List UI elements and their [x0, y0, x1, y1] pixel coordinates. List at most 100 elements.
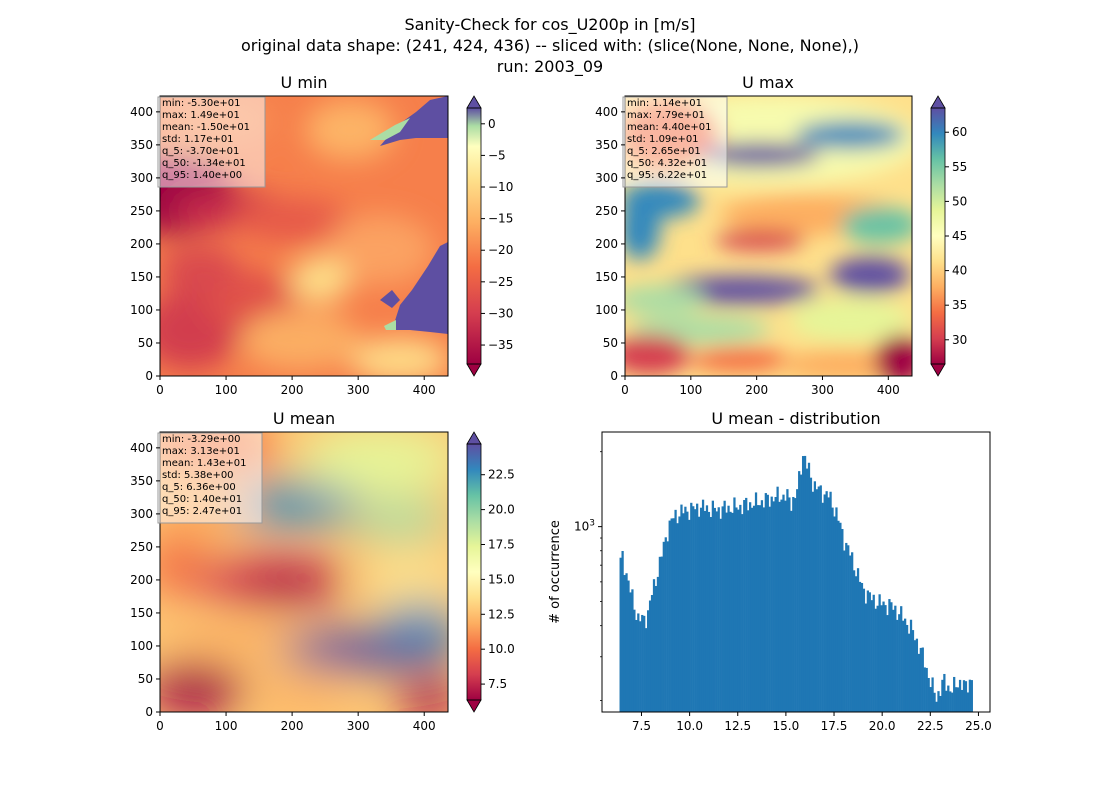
histogram-bar	[645, 628, 648, 712]
histogram-bar	[766, 494, 769, 712]
histogram-bar	[953, 676, 956, 712]
histogram-bar	[796, 489, 799, 712]
histogram-bar	[827, 497, 830, 712]
histogram-bar	[931, 677, 934, 712]
panel-u-mean-distribution: U mean - distribution 7.5 10.0 12.5 15.0 17.…	[548, 409, 992, 733]
panel-u-max: U max	[595, 73, 967, 397]
x-tick-label: 0	[156, 719, 164, 733]
histogram-bar	[715, 511, 718, 712]
histogram-bar	[911, 630, 915, 712]
histogram-bar	[713, 507, 716, 712]
histogram-bar	[694, 509, 697, 712]
x-tick-label: 300	[811, 383, 834, 397]
histogram-bar	[697, 516, 701, 712]
stat-line: q_95: 2.47e+01	[162, 506, 242, 517]
stats-box-u-min: min: -5.30e+01 max: 1.49e+01 mean: -1.50…	[157, 96, 266, 188]
histogram-bar	[933, 692, 936, 712]
histogram-bar	[851, 552, 854, 712]
x-tick-label: 100	[215, 383, 238, 397]
histogram-bar	[709, 516, 713, 712]
y-tick-label: 250	[595, 204, 618, 218]
histogram-bar	[860, 582, 864, 712]
histogram-bar	[792, 496, 795, 712]
histogram-bar	[768, 506, 771, 712]
colorbar-tick-label: 30	[952, 333, 967, 347]
histogram-bar	[943, 673, 946, 712]
histogram-bar	[896, 619, 899, 712]
histogram-bar	[955, 687, 958, 712]
histogram-bar	[672, 518, 675, 712]
histogram-bar	[809, 477, 813, 712]
histogram-bar	[800, 474, 803, 712]
colorbar-tick-label: 15.0	[488, 572, 515, 586]
x-tick-label: 200	[281, 719, 304, 733]
histogram-bar	[843, 550, 846, 712]
histogram-bar	[676, 523, 679, 712]
histogram-bar	[919, 647, 922, 712]
stat-line: min: -5.30e+01	[162, 98, 241, 109]
histogram-bar	[625, 573, 628, 712]
colorbar-tick-label: 50	[952, 194, 967, 208]
histogram-bar	[845, 542, 848, 712]
histogram-bar	[637, 613, 640, 712]
x-tick-label: 20.0	[869, 719, 896, 733]
histogram-bar	[754, 492, 758, 712]
y-tick-label: 200	[595, 237, 618, 251]
histogram-bar	[803, 455, 807, 712]
histogram-bar	[868, 592, 871, 712]
y-tick-label: 50	[138, 672, 153, 686]
histogram-bar	[729, 511, 732, 712]
histogram-bar	[641, 614, 644, 712]
histogram-bar	[631, 589, 634, 712]
histogram-bar	[731, 512, 734, 712]
histogram-bar	[833, 516, 836, 712]
histogram-bar	[794, 498, 797, 712]
histogram-bar	[688, 519, 691, 712]
histogram-bar	[905, 624, 909, 712]
histogram-bar	[741, 514, 744, 712]
histogram-bar	[699, 507, 703, 712]
histogram-bar	[786, 489, 789, 712]
histogram-bar	[717, 507, 720, 712]
histogram-bar	[872, 594, 875, 712]
stat-line: std: 5.38e+00	[162, 470, 234, 481]
histogram-bar	[784, 500, 787, 712]
histogram-bar	[749, 502, 752, 712]
histogram-bar	[813, 481, 817, 712]
stat-line: std: 1.17e+01	[162, 134, 234, 145]
colorbar-tick-label: 45	[952, 229, 967, 243]
histogram-bar	[770, 496, 773, 712]
histogram-bar	[703, 510, 707, 712]
histogram-bar	[886, 615, 889, 712]
histogram-bar	[815, 489, 818, 712]
y-tick-label: 400	[130, 105, 153, 119]
x-tick-label: 12.5	[724, 719, 751, 733]
histogram-bar	[849, 555, 852, 712]
stat-line: q_50: -1.34e+01	[162, 158, 246, 169]
histogram-bar	[782, 494, 785, 712]
histogram-bar	[958, 679, 962, 712]
histogram-bar	[890, 602, 893, 712]
x-tick-label: 10.0	[676, 719, 703, 733]
histogram-bar	[925, 667, 928, 712]
y-tick-label: 100	[595, 303, 618, 317]
panel-u-mean: U mean min:	[130, 409, 515, 733]
histogram-bar	[725, 512, 728, 712]
histogram-bar	[894, 605, 897, 712]
histogram-bar	[760, 500, 764, 712]
histogram-bar	[854, 576, 858, 712]
histogram-bar	[825, 491, 828, 712]
histogram-bar	[705, 505, 709, 712]
histogram-bar	[876, 605, 879, 712]
y-tick-label: 200	[130, 573, 153, 587]
histogram-bar	[884, 605, 887, 712]
histogram-bar	[690, 502, 693, 712]
y-tick-label: 200	[130, 237, 153, 251]
y-tick-label: 0	[145, 705, 153, 719]
colorbar-tick-label: −25	[488, 275, 513, 289]
x-tick-label: 400	[413, 719, 436, 733]
histogram-bar	[951, 692, 954, 712]
y-tick-label: 250	[130, 540, 153, 554]
histogram-bars	[619, 455, 973, 712]
